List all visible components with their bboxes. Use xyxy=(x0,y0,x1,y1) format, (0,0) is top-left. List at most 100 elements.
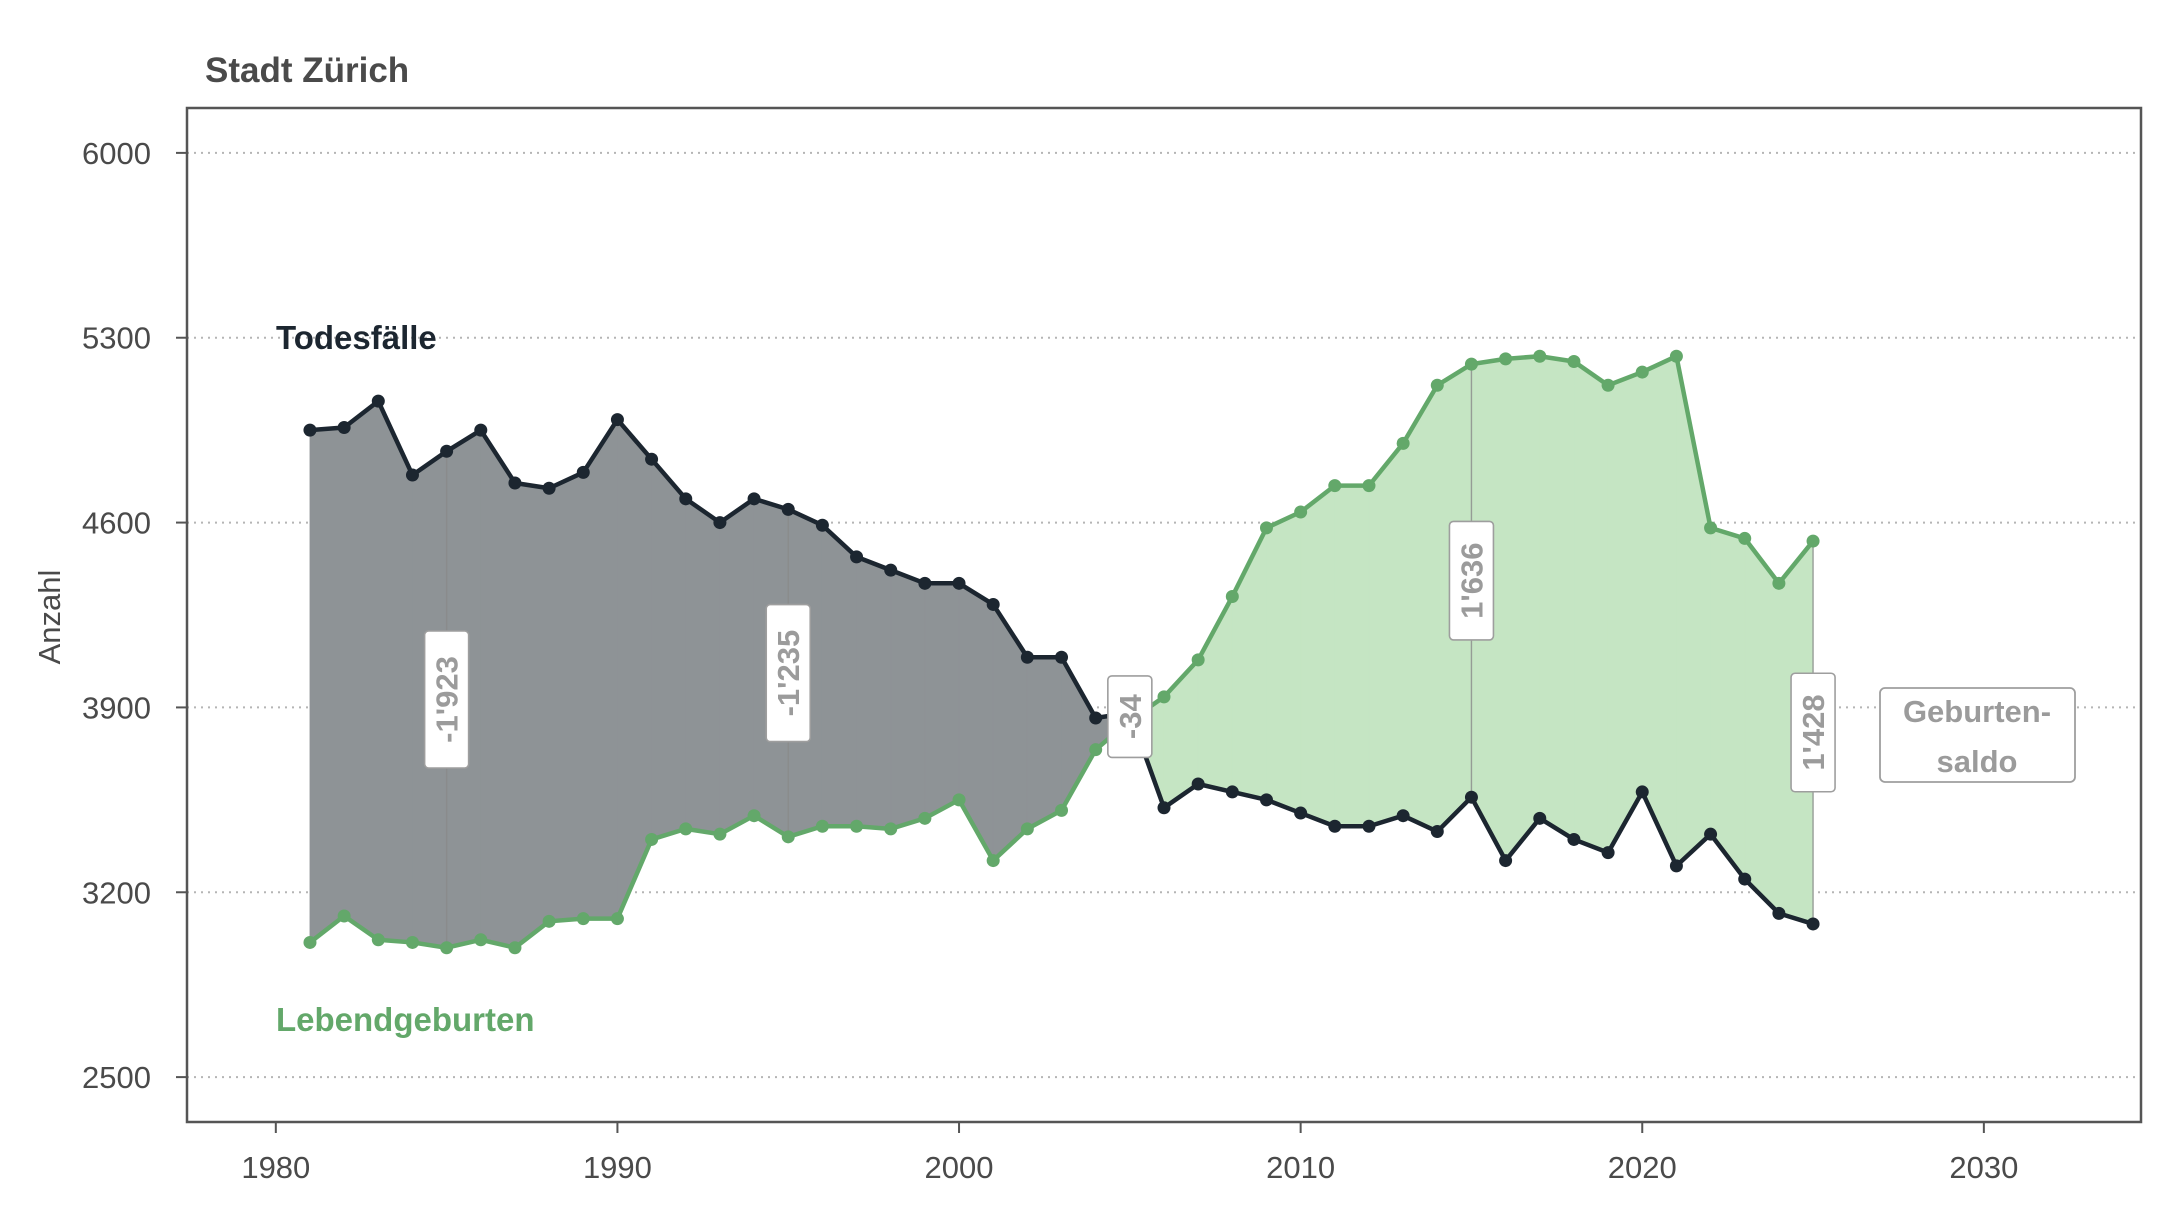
point-lebendgeburten-1985 xyxy=(440,941,454,955)
point-lebendgeburten-1990 xyxy=(610,912,624,926)
series-label-lebendgeburten: Lebendgeburten xyxy=(276,1001,535,1038)
saldo-areas xyxy=(309,355,1814,949)
annotation-label: -34 xyxy=(1113,694,1148,740)
point-todesfaelle-2022 xyxy=(1704,827,1718,841)
point-todesfaelle-2007 xyxy=(1191,777,1205,791)
point-lebendgeburten-2014 xyxy=(1430,378,1444,392)
annotation-label: -1'923 xyxy=(430,656,465,743)
saldo-area-segment xyxy=(1505,355,1541,862)
point-todesfaelle-2014 xyxy=(1430,825,1444,839)
saldo-annotations: -1'923 -1'235 -34 1'636 1'428 xyxy=(423,520,1836,793)
point-todesfaelle-2000 xyxy=(952,576,966,590)
point-lebendgeburten-2002 xyxy=(1020,822,1034,836)
point-todesfaelle-2013 xyxy=(1396,809,1410,823)
point-lebendgeburten-1981 xyxy=(303,935,317,949)
point-todesfaelle-1985 xyxy=(440,444,454,458)
point-lebendgeburten-1988 xyxy=(542,914,556,928)
saldo-area-segment xyxy=(377,400,413,943)
saldo-annotation-1985: -1'923 xyxy=(423,630,470,769)
saldo-area-segment xyxy=(924,582,960,820)
y-axis-label: Anzahl xyxy=(32,570,67,665)
point-todesfaelle-2025 xyxy=(1806,917,1820,931)
point-todesfaelle-2008 xyxy=(1225,785,1239,799)
saldo-area-segment xyxy=(890,569,926,830)
series-points xyxy=(303,349,1820,955)
point-todesfaelle-2009 xyxy=(1259,793,1273,807)
point-todesfaelle-2002 xyxy=(1020,650,1034,664)
saldo-area-segment xyxy=(1710,527,1746,881)
saldo-area-segment xyxy=(514,482,550,949)
annotation-label: 1'428 xyxy=(1796,694,1831,770)
point-lebendgeburten-1993 xyxy=(713,827,727,841)
x-tick-label-2010: 2010 xyxy=(1266,1150,1335,1185)
x-tick-label-2000: 2000 xyxy=(925,1150,994,1185)
point-lebendgeburten-1996 xyxy=(815,819,829,833)
saldo-area-segment xyxy=(1334,485,1370,827)
point-todesfaelle-1992 xyxy=(679,492,693,506)
point-todesfaelle-2016 xyxy=(1499,854,1513,868)
point-todesfaelle-1981 xyxy=(303,423,317,437)
saldo-area-segment xyxy=(1402,383,1438,833)
x-tick-label-2030: 2030 xyxy=(1949,1150,2018,1185)
point-lebendgeburten-1983 xyxy=(371,933,385,947)
saldo-area-segment xyxy=(958,582,994,863)
annotation-label: 1'636 xyxy=(1454,542,1489,618)
point-lebendgeburten-2007 xyxy=(1191,653,1205,667)
point-lebendgeburten-1999 xyxy=(918,811,932,825)
saldo-area-segment xyxy=(1607,371,1643,855)
annotation-box xyxy=(1107,675,1153,759)
point-todesfaelle-2015 xyxy=(1464,790,1478,804)
y-tick-label-5300: 5300 xyxy=(82,321,151,356)
point-lebendgeburten-2021 xyxy=(1669,349,1683,363)
point-todesfaelle-1987 xyxy=(508,476,522,490)
saldo-area-segment xyxy=(1026,656,1062,830)
saldo-area-segment xyxy=(480,428,516,949)
point-todesfaelle-2004 xyxy=(1089,711,1103,725)
y-tick-label-3200: 3200 xyxy=(82,875,151,910)
point-todesfaelle-2012 xyxy=(1362,819,1376,833)
y-tick-label-4600: 4600 xyxy=(82,506,151,541)
saldo-area-segment xyxy=(582,418,618,920)
point-lebendgeburten-2017 xyxy=(1533,349,1547,363)
point-lebendgeburten-2013 xyxy=(1396,436,1410,450)
annotation-box xyxy=(1448,520,1495,641)
saldo-area-segment xyxy=(1539,355,1575,841)
saldo-area-segment xyxy=(548,471,584,922)
point-todesfaelle-2024 xyxy=(1772,906,1786,920)
saldo-annotation-2005: -34 xyxy=(1107,675,1153,759)
point-todesfaelle-1982 xyxy=(337,421,351,435)
point-lebendgeburten-2015 xyxy=(1464,357,1478,371)
point-todesfaelle-1996 xyxy=(815,518,829,532)
point-todesfaelle-1999 xyxy=(918,576,932,590)
point-todesfaelle-1988 xyxy=(542,481,556,495)
point-todesfaelle-2020 xyxy=(1635,785,1649,799)
chart-title: Stadt Zürich xyxy=(205,51,409,90)
point-lebendgeburten-2016 xyxy=(1499,352,1513,366)
point-lebendgeburten-1984 xyxy=(405,935,419,949)
point-lebendgeburten-2006 xyxy=(1157,690,1171,704)
point-lebendgeburten-1987 xyxy=(508,941,522,955)
point-lebendgeburten-2024 xyxy=(1772,576,1786,590)
point-todesfaelle-1989 xyxy=(576,465,590,479)
point-lebendgeburten-2001 xyxy=(986,854,1000,868)
point-lebendgeburten-2020 xyxy=(1635,365,1649,379)
point-todesfaelle-2011 xyxy=(1328,819,1342,833)
saldo-area-segment xyxy=(1744,537,1780,915)
y-tick-label-6000: 6000 xyxy=(82,136,151,171)
geburtensaldo-legend: Geburten-saldo xyxy=(1879,687,2076,783)
saldo-area-segment xyxy=(821,524,857,827)
point-lebendgeburten-2000 xyxy=(952,793,966,807)
x-tick-label-2020: 2020 xyxy=(1608,1150,1677,1185)
saldo-area-segment xyxy=(1231,527,1267,801)
point-lebendgeburten-2003 xyxy=(1055,803,1069,817)
y-tick-label-2500: 2500 xyxy=(82,1060,151,1095)
point-lebendgeburten-1995 xyxy=(781,830,795,844)
point-lebendgeburten-2022 xyxy=(1704,521,1718,535)
saldo-area-segment xyxy=(992,603,1028,862)
point-todesfaelle-1994 xyxy=(747,492,761,506)
saldo-area-segment xyxy=(1061,655,1097,812)
annotation-box xyxy=(423,630,470,769)
saldo-annotation-1995: -1'235 xyxy=(765,603,812,743)
point-todesfaelle-1983 xyxy=(371,394,385,408)
